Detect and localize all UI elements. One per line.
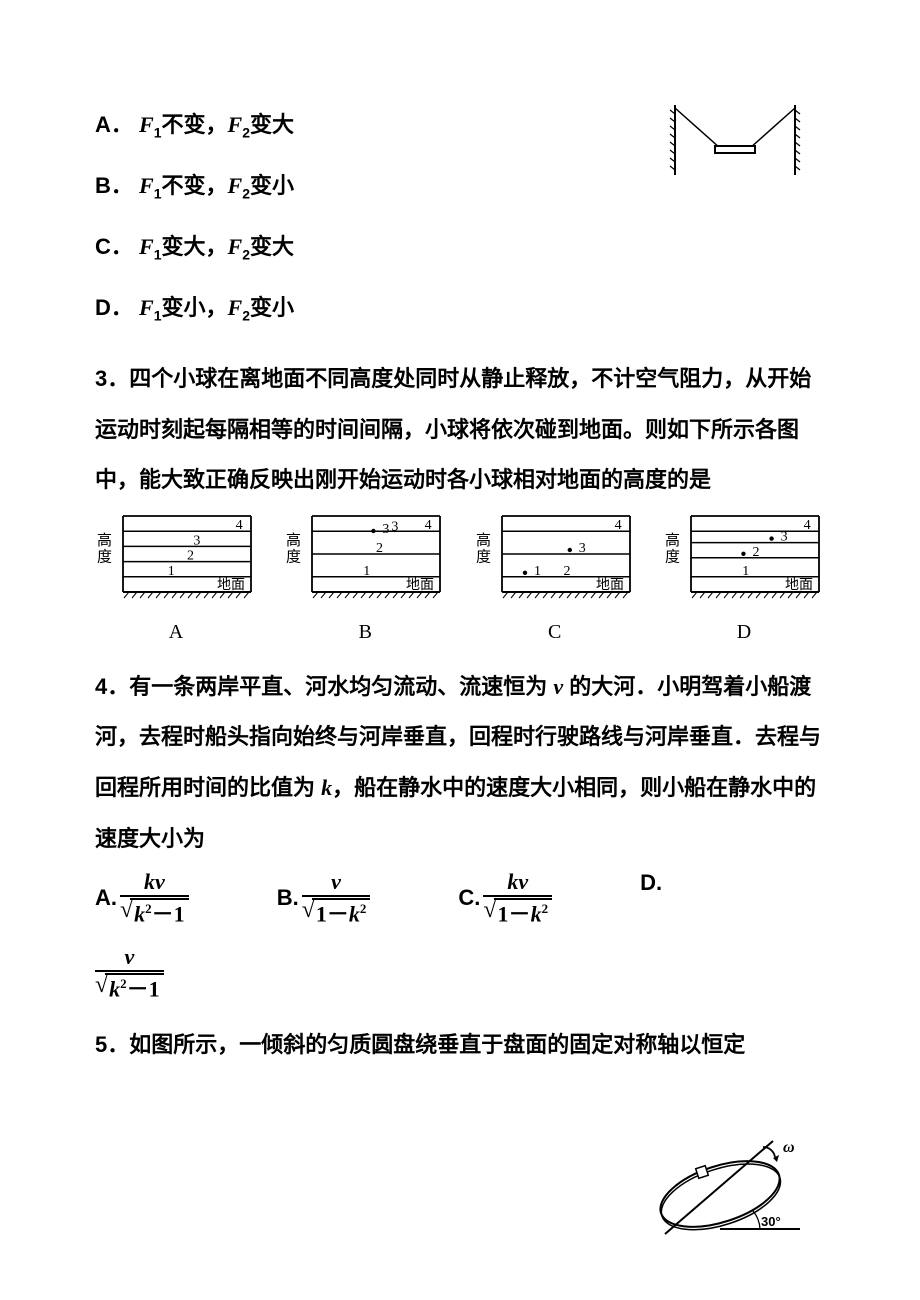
svg-text:度: 度: [665, 548, 680, 565]
svg-text:1: 1: [364, 564, 371, 579]
q4-num: 4．: [95, 674, 129, 699]
q4-option-b: B. v √1－k2: [277, 870, 371, 927]
fraction: kv √1－k2: [483, 870, 552, 927]
svg-text:高: 高: [286, 532, 301, 549]
q3-chart-A: 高度地面 123 4 A: [95, 510, 257, 644]
q2-option-d: D． F1变小，F2变小: [95, 293, 825, 326]
exam-page: A． F1不变，F2变大 B． F1不变，F2变小 C． F1变大，F2变大 D…: [0, 0, 920, 1300]
svg-text:3: 3: [781, 529, 788, 544]
q4-option-d-letter: D.: [640, 870, 665, 896]
q5-text: 5．如图所示，一倾斜的匀质圆盘绕垂直于盘面的固定对称轴以恒定: [95, 1020, 825, 1071]
svg-text:度: 度: [97, 548, 112, 565]
svg-text:高: 高: [476, 532, 491, 549]
q3-charts: 高度地面1234A高度地面12343B高度地面1234C高度地面1234D: [95, 510, 825, 644]
svg-text:度: 度: [476, 548, 491, 565]
svg-text:地面: 地面: [596, 577, 624, 593]
chart-label: C: [474, 621, 636, 644]
var-k: k: [321, 775, 332, 800]
var-f: F: [139, 112, 154, 137]
svg-text:高: 高: [97, 532, 112, 549]
q4-option-d-frac: v √k2－1: [95, 945, 825, 1002]
svg-text:1: 1: [534, 564, 541, 579]
svg-text:3: 3: [193, 533, 200, 548]
q4-text: 4．有一条两岸平直、河水均匀流动、流速恒为 v 的大河．小明驾着小船渡河，去程时…: [95, 662, 825, 864]
var-v: v: [553, 674, 563, 699]
svg-text:4: 4: [236, 518, 243, 533]
svg-text:地面: 地面: [217, 577, 245, 593]
q2-option-c: C． F1变大，F2变大: [95, 232, 825, 265]
svg-text:2: 2: [187, 548, 194, 563]
q3-chart-B: 高度地面 123 4 3 B: [284, 510, 446, 644]
svg-text:4: 4: [425, 518, 432, 533]
q2-svg: [665, 100, 805, 180]
fraction: v √1－k2: [302, 870, 371, 927]
q5-svg: ω 30°: [645, 1129, 805, 1249]
svg-text:3: 3: [392, 519, 399, 534]
svg-text:3: 3: [578, 541, 585, 556]
q3-num: 3．: [95, 366, 129, 391]
svg-text:4: 4: [614, 518, 621, 533]
svg-text:地面: 地面: [785, 577, 813, 593]
q3-chart-D: 高度地面 12 3 4 D: [663, 510, 825, 644]
q5-num: 5．: [95, 1032, 129, 1057]
q4-option-c: C. kv √1－k2: [458, 870, 552, 927]
angle-label: 30°: [761, 1214, 781, 1229]
chart-label: D: [663, 621, 825, 644]
q2-figure: [665, 100, 805, 185]
q4-option-a: A. kv √k2－1: [95, 870, 189, 927]
svg-text:2: 2: [376, 541, 383, 556]
q3-chart-C: 高度地面 1 23 4 C: [474, 510, 636, 644]
opt-letter: A．: [95, 112, 133, 137]
q5-figure: ω 30°: [645, 1129, 805, 1254]
q3-body: 四个小球在离地面不同高度处同时从静止释放，不计空气阻力，从开始运动时刻起每隔相等…: [95, 366, 811, 492]
fraction: kv √k2－1: [120, 870, 189, 927]
svg-text:高: 高: [665, 532, 680, 549]
svg-text:4: 4: [804, 518, 811, 533]
svg-text:2: 2: [752, 545, 759, 560]
q4-options: A. kv √k2－1 B. v √1－k2 C. kv √1－k2 D.: [95, 870, 825, 927]
svg-text:3: 3: [383, 522, 390, 537]
chart-label: A: [95, 621, 257, 644]
q3-text: 3．四个小球在离地面不同高度处同时从静止释放，不计空气阻力，从开始运动时刻起每隔…: [95, 354, 825, 506]
svg-text:1: 1: [168, 564, 175, 579]
svg-text:2: 2: [563, 564, 570, 579]
fraction: v √k2－1: [95, 945, 164, 1002]
q5-body: 如图所示，一倾斜的匀质圆盘绕垂直于盘面的固定对称轴以恒定: [129, 1032, 745, 1057]
chart-label: B: [284, 621, 446, 644]
svg-text:地面: 地面: [406, 577, 434, 593]
svg-text:1: 1: [742, 564, 749, 579]
svg-text:度: 度: [286, 548, 301, 565]
omega-label: ω: [783, 1139, 795, 1156]
